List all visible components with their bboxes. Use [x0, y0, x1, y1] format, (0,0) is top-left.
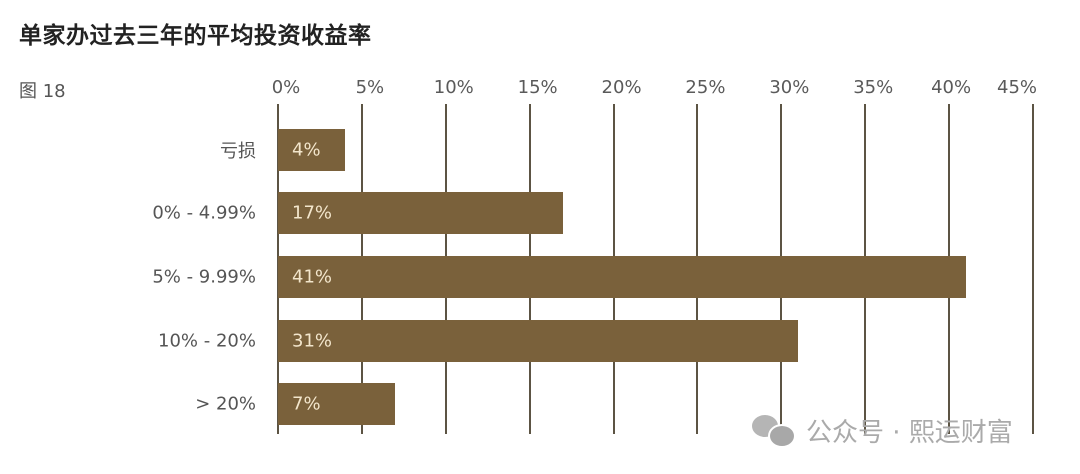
- bar: 4%: [278, 129, 346, 171]
- x-tick-label: 35%: [853, 77, 894, 98]
- category-label: 5% - 9.99%: [152, 266, 256, 288]
- x-tick-label: 45%: [996, 77, 1038, 98]
- category-label: 0% - 4.99%: [152, 202, 256, 224]
- x-tick-label: 0%: [271, 77, 301, 98]
- bar: 31%: [278, 320, 799, 362]
- x-tick-label: 5%: [355, 77, 385, 98]
- figure-label: 图 18: [19, 81, 66, 102]
- x-tick-label: 25%: [685, 77, 726, 98]
- bar: 7%: [278, 383, 396, 425]
- gridline: [1032, 104, 1034, 434]
- bar-value-label: 7%: [292, 393, 321, 415]
- category-label: > 20%: [195, 393, 256, 415]
- wechat-icon: [752, 414, 796, 448]
- bar-value-label: 41%: [292, 266, 333, 288]
- category-label: 亏损: [220, 141, 256, 162]
- watermark-text: 公众号 · 熙运财富: [806, 418, 1013, 448]
- bar-value-label: 4%: [292, 139, 321, 161]
- bar: 41%: [278, 256, 966, 298]
- chart-title: 单家办过去三年的平均投资收益率: [19, 23, 372, 49]
- bar: 17%: [278, 192, 564, 234]
- x-tick-label: 40%: [931, 77, 972, 98]
- bar-value-label: 31%: [292, 330, 333, 352]
- category-label: 10% - 20%: [158, 330, 256, 352]
- bar-value-label: 17%: [292, 202, 333, 224]
- watermark: 公众号 · 熙运财富: [752, 412, 1013, 449]
- x-tick-label: 10%: [433, 77, 474, 98]
- x-tick-label: 20%: [601, 77, 642, 98]
- x-tick-label: 30%: [769, 77, 810, 98]
- x-tick-label: 15%: [517, 77, 558, 98]
